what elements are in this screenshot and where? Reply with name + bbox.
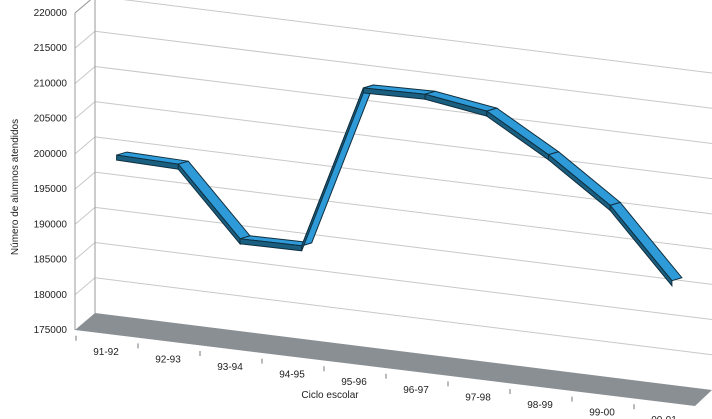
y-tick-label: 190000: [34, 219, 68, 230]
ribbon-side: [177, 162, 241, 246]
ribbon-side: [547, 153, 611, 212]
gridline-side: [74, 101, 96, 120]
gridline: [94, 65, 712, 144]
y-tick-label: 185000: [34, 255, 68, 266]
gridline: [94, 242, 712, 321]
y-tick-label: 220000: [34, 8, 68, 19]
y-tick-label: 175000: [34, 325, 68, 336]
ribbon-segment: [609, 201, 683, 282]
x-tick-label: 00-01: [651, 415, 677, 419]
x-tick-label: 96-97: [403, 385, 429, 396]
y-tick-label: 210000: [34, 78, 68, 89]
gridline: [123, 0, 712, 74]
gridline-side: [74, 277, 96, 296]
y-tick-label: 195000: [34, 184, 68, 195]
x-axis-title: Ciclo escolar: [301, 390, 359, 401]
gridline: [94, 206, 712, 285]
x-tick-label: 98-99: [527, 400, 553, 411]
ribbon-segment: [177, 160, 251, 240]
x-tick-label: 99-00: [589, 408, 615, 419]
y-axis-title: Número de alumnos atendidos: [10, 119, 21, 255]
gridline: [94, 30, 712, 109]
x-tick-label: 95-96: [341, 377, 367, 388]
chart-floor: [75, 313, 712, 406]
gridline-side: [74, 206, 96, 225]
gridline-side: [74, 136, 96, 155]
x-tick-label: 93-94: [217, 362, 243, 373]
side-wall-top-edge: [74, 0, 92, 14]
y-tick-label: 200000: [34, 149, 68, 160]
x-tick-label: 97-98: [465, 392, 491, 403]
x-tick-label: 94-95: [279, 370, 305, 381]
gridline: [94, 101, 712, 180]
ribbon-side: [609, 204, 673, 288]
y-tick-label: 205000: [34, 114, 68, 125]
gridline-side: [74, 66, 96, 84]
gridline: [94, 277, 712, 356]
y-tick-label: 180000: [34, 290, 68, 301]
ribbon-side: [486, 110, 549, 161]
x-tick-label: 91-92: [93, 347, 119, 358]
y-tick-label: 215000: [34, 43, 68, 54]
ribbon-segment: [485, 107, 560, 156]
x-tick-label: 92-93: [155, 354, 181, 365]
gridline-side: [74, 171, 96, 190]
gridline-side: [74, 242, 96, 260]
ribbon-segment: [547, 151, 622, 206]
gridline-side: [74, 30, 96, 49]
